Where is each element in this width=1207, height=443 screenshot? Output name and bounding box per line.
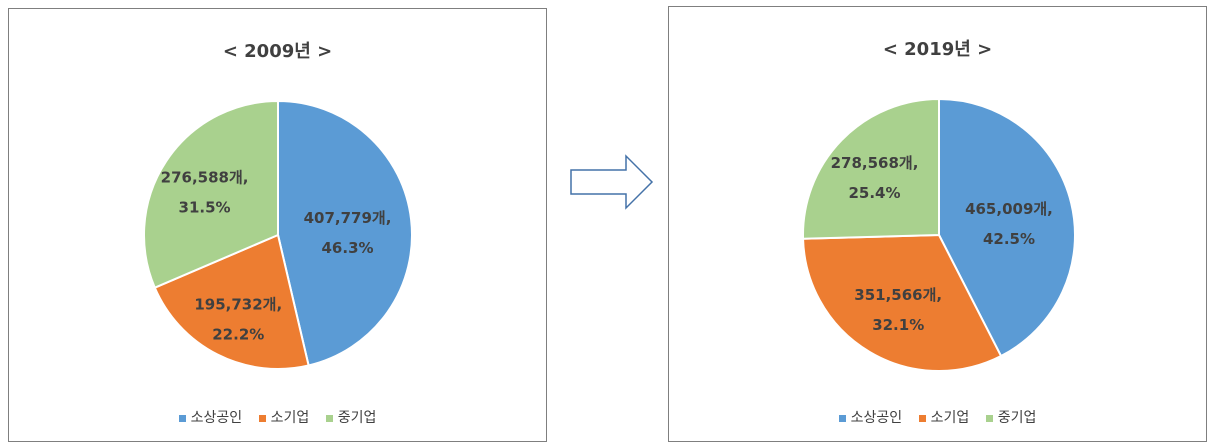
legend-label: 소기업 <box>931 410 970 426</box>
pie-chart: 407,779개, 46.3%195,732개, 22.2%276,588개, 31.… <box>9 9 548 443</box>
chart-panel-2009: < 2009년 > 407,779개, 46.3% 195,732개, 22.2% 27… <box>8 8 547 442</box>
chart-panel-2019: < 2019년 > 465,009개, 42.5% 351,566개, 32.1% 27… <box>668 6 1207 442</box>
legend-item: 중기업 <box>986 407 1037 427</box>
legend-swatch <box>179 415 186 422</box>
legend: 소상공인 소기업 중기업 <box>9 407 546 427</box>
legend-swatch <box>919 415 926 422</box>
pie-chart: 465,009개, 42.5%351,566개, 32.1%278,568개, 25.… <box>669 7 1207 443</box>
legend-label: 중기업 <box>338 410 377 426</box>
legend-label: 중기업 <box>998 410 1037 426</box>
legend-swatch <box>839 415 846 422</box>
legend-item: 중기업 <box>326 407 377 427</box>
legend-swatch <box>259 415 266 422</box>
legend-label: 소상공인 <box>191 410 243 426</box>
legend-swatch <box>986 415 993 422</box>
legend-item: 소기업 <box>259 407 310 427</box>
legend-label: 소상공인 <box>851 410 903 426</box>
legend-item: 소기업 <box>919 407 970 427</box>
legend-swatch <box>326 415 333 422</box>
right-arrow-icon <box>568 152 656 212</box>
legend-item: 소상공인 <box>179 407 243 427</box>
legend: 소상공인 소기업 중기업 <box>669 407 1206 427</box>
legend-label: 소기업 <box>271 410 310 426</box>
legend-item: 소상공인 <box>839 407 903 427</box>
